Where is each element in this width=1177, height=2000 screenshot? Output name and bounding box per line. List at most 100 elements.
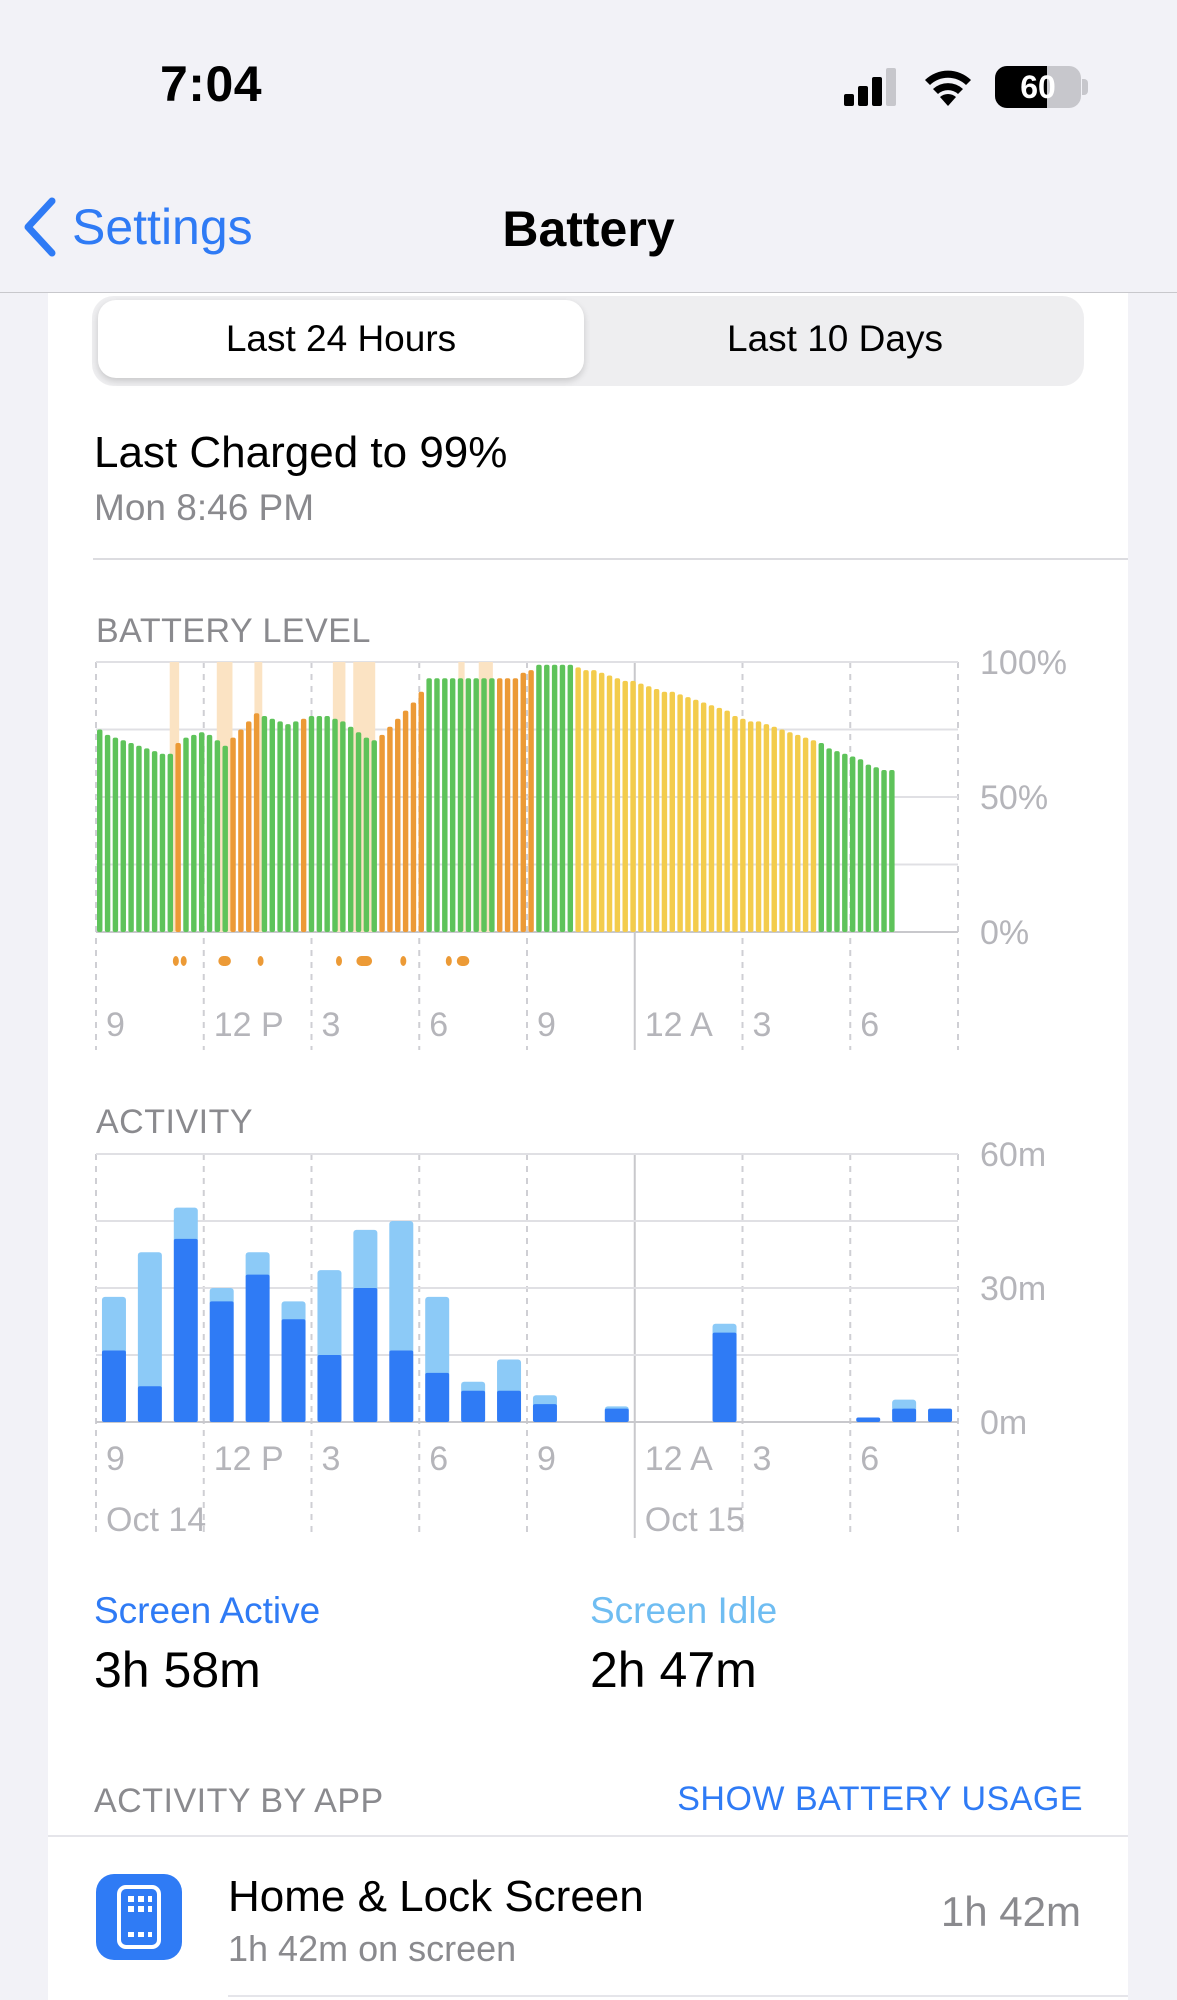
- battery-bar: [606, 675, 613, 932]
- page-title: Battery: [502, 201, 675, 257]
- x-tick-label: 9: [106, 1006, 125, 1044]
- divider: [228, 1995, 1128, 1997]
- battery-bar: [324, 716, 330, 932]
- screen-idle-bar: [209, 1288, 234, 1306]
- screen-idle-bar: [317, 1270, 342, 1359]
- battery-bar: [434, 678, 440, 932]
- battery-bar: [740, 718, 746, 932]
- battery-bar: [379, 734, 385, 932]
- battery-bar: [293, 721, 299, 932]
- segment-last-10-days[interactable]: Last 10 Days: [727, 318, 943, 359]
- home-lock-screen-icon: [96, 1874, 182, 1960]
- battery-bar: [269, 718, 275, 932]
- battery-bar: [614, 678, 621, 932]
- battery-bar: [544, 664, 550, 932]
- wifi-icon: [925, 70, 971, 106]
- battery-bar: [622, 680, 628, 932]
- battery-bar: [755, 721, 762, 932]
- battery-bar: [308, 716, 315, 932]
- battery-bar: [246, 721, 252, 932]
- battery-bar: [198, 732, 205, 932]
- y-tick-label: 100%: [980, 644, 1067, 682]
- battery-bar: [716, 707, 723, 932]
- x-tick-label: 9: [537, 1440, 556, 1478]
- battery-bar: [112, 737, 119, 932]
- screen-active-bar: [317, 1355, 342, 1422]
- charging-marker: [336, 956, 342, 966]
- charging-marker: [180, 956, 187, 966]
- battery-bar: [865, 764, 872, 932]
- battery-bar: [167, 753, 174, 932]
- screen-active-bar: [173, 1238, 198, 1422]
- battery-bar: [473, 678, 479, 932]
- battery-bar: [881, 770, 887, 932]
- charging-highlight: [169, 662, 180, 932]
- battery-bar: [497, 678, 503, 932]
- battery-bar: [787, 732, 793, 932]
- battery-bar: [598, 672, 605, 932]
- screen-active-bar: [245, 1274, 270, 1422]
- battery-bar: [708, 705, 715, 932]
- screen-active-bar: [856, 1417, 881, 1422]
- battery-bar: [442, 678, 448, 932]
- chevron-left-icon: [24, 197, 56, 257]
- segment-last-24-hours[interactable]: Last 24 Hours: [98, 300, 584, 378]
- back-label: Settings: [72, 199, 253, 255]
- battery-bar: [214, 740, 221, 932]
- app-name[interactable]: Home & Lock Screen: [228, 1872, 644, 1921]
- screen-idle-bar: [137, 1252, 162, 1391]
- screen-active-value: 3h 58m: [94, 1642, 261, 1698]
- battery-bar: [230, 737, 236, 932]
- show-battery-usage-button[interactable]: SHOW BATTERY USAGE: [677, 1780, 1083, 1818]
- battery-bar: [128, 743, 134, 932]
- x-tick-label: 6: [860, 1006, 879, 1044]
- battery-bar: [873, 767, 879, 932]
- screen-idle-bar: [389, 1221, 414, 1355]
- battery-bar: [802, 737, 809, 932]
- battery-bar: [449, 678, 456, 932]
- charging-marker: [172, 956, 179, 966]
- back-button[interactable]: Settings: [22, 195, 253, 259]
- y-tick-label: 0%: [980, 914, 1029, 952]
- battery-bar: [316, 716, 323, 932]
- battery-bar: [779, 729, 785, 932]
- battery-bar: [457, 678, 464, 932]
- battery-level-label: BATTERY LEVEL: [96, 612, 371, 650]
- battery-bar: [536, 664, 542, 932]
- app-usage-time: 1h 42m: [940, 1888, 1081, 1935]
- x-tick-label: 6: [429, 1440, 448, 1478]
- battery-bar: [842, 753, 848, 932]
- date-label: Oct 14: [106, 1501, 206, 1539]
- screen-active-label: Screen Active: [94, 1590, 321, 1631]
- activity-chart: 60m 30m 0m 9 12 P 3 6 9 12 A 3 6 Oct 14 Oct 15: [95, 1140, 1046, 1539]
- activity-label: ACTIVITY: [96, 1103, 254, 1141]
- battery-bar: [685, 697, 691, 932]
- x-tick-label: 3: [322, 1006, 341, 1044]
- battery-bar: [395, 718, 401, 932]
- battery-bar: [285, 724, 291, 932]
- battery-bar: [763, 724, 770, 932]
- battery-bar: [355, 732, 362, 932]
- battery-bar: [402, 710, 409, 932]
- battery-bar: [387, 726, 393, 932]
- app-screen-time: 1h 42m on screen: [228, 1928, 517, 1969]
- battery-bar: [104, 734, 111, 932]
- status-time: 7:04: [160, 56, 263, 112]
- battery-bar: [551, 664, 558, 932]
- screen-active-bar: [281, 1319, 306, 1422]
- x-tick-label: 9: [537, 1006, 556, 1044]
- screen-idle-bar: [173, 1207, 198, 1243]
- battery-bar: [347, 726, 354, 932]
- battery-bar: [277, 721, 283, 932]
- battery-bar: [732, 716, 738, 932]
- battery-bar: [300, 718, 307, 932]
- x-tick-label: 6: [860, 1440, 879, 1478]
- screen-idle-bar: [353, 1229, 378, 1292]
- battery-percent: 60: [1020, 68, 1056, 105]
- nav-bar: [0, 150, 1177, 293]
- battery-bar: [889, 770, 895, 932]
- battery-bar: [120, 740, 126, 932]
- battery-bar: [700, 702, 707, 932]
- battery-level-chart: 100% 50% 0% 9 12 P 3 6 9 12 A 3 6: [95, 644, 1067, 1050]
- date-label: Oct 15: [645, 1501, 745, 1539]
